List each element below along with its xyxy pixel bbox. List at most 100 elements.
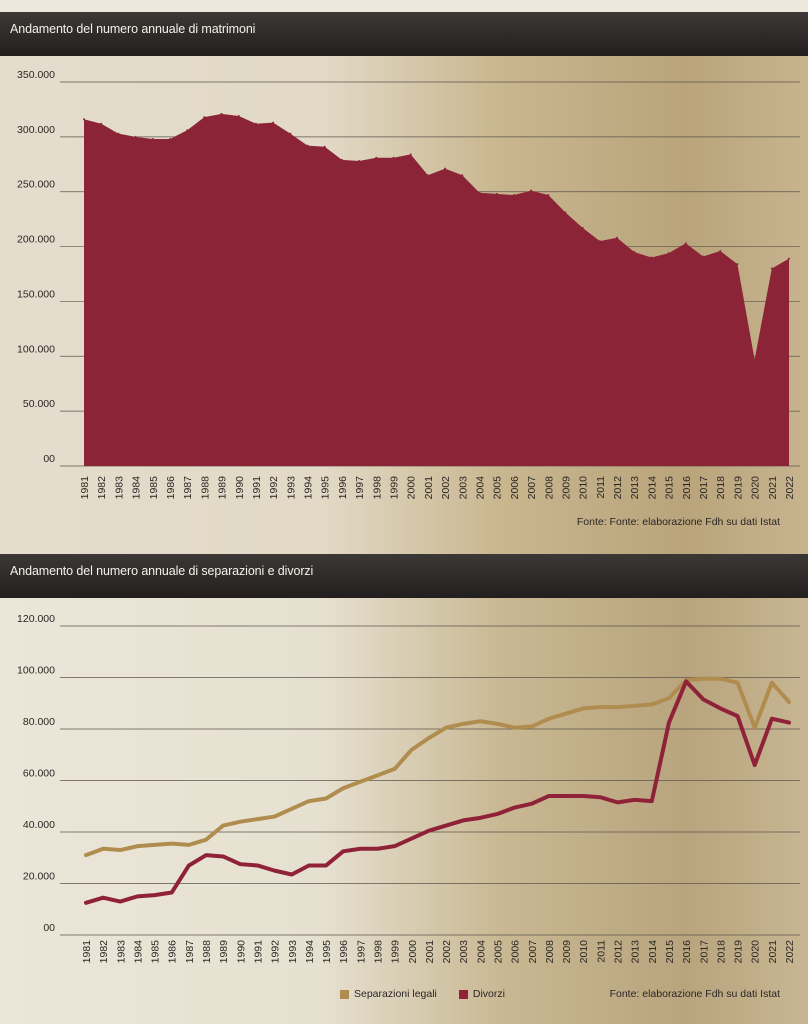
data-point (461, 722, 465, 726)
data-point (495, 192, 498, 195)
separations-chart-header: Andamento del numero annuale di separazi… (0, 554, 808, 598)
x-tick-label: 1995 (321, 940, 333, 964)
x-tick-label: 2020 (750, 940, 762, 964)
data-point (100, 122, 103, 125)
x-tick-label: 1999 (390, 940, 402, 964)
x-tick-label: 1983 (115, 940, 127, 964)
data-point (273, 815, 277, 819)
y-tick-label: 100.000 (17, 343, 55, 355)
x-tick-label: 2013 (629, 476, 641, 500)
data-point (564, 794, 568, 798)
x-tick-label: 1991 (251, 476, 263, 500)
x-tick-label: 1983 (113, 476, 125, 500)
data-point (581, 226, 584, 229)
data-point (272, 121, 275, 124)
x-tick-label: 1998 (371, 476, 383, 500)
data-point (598, 240, 601, 243)
x-tick-label: 2019 (733, 940, 745, 964)
x-tick-label: 1996 (337, 476, 349, 500)
data-point (393, 844, 397, 848)
x-tick-label: 2016 (681, 476, 693, 500)
legend-swatch-separazioni (340, 989, 349, 999)
x-tick-label: 2012 (612, 476, 624, 500)
x-tick-label: 2011 (595, 940, 607, 963)
x-tick-label: 1996 (338, 940, 350, 964)
x-tick-label: 2015 (664, 940, 676, 964)
data-point (513, 806, 517, 810)
data-point (393, 767, 397, 771)
x-tick-label: 2003 (458, 940, 470, 964)
y-tick-label: 00 (43, 922, 55, 934)
data-point (255, 817, 259, 821)
legend-swatch-divorzi (458, 989, 468, 999)
data-point (168, 138, 171, 141)
x-tick-label: 2004 (475, 940, 487, 964)
y-tick-label: 50.000 (23, 398, 55, 410)
x-tick-label: 2022 (784, 476, 796, 500)
x-tick-label: 1986 (167, 940, 179, 964)
x-tick-label: 1993 (287, 940, 299, 964)
data-point (736, 263, 739, 266)
data-point (616, 705, 620, 709)
data-point (409, 153, 412, 156)
y-tick-label: 200.000 (17, 234, 55, 246)
data-point (375, 773, 379, 777)
data-point (770, 717, 774, 721)
x-tick-label: 1985 (148, 476, 160, 500)
data-point (667, 252, 670, 255)
data-point (118, 900, 122, 904)
x-tick-label: 1994 (304, 940, 316, 964)
data-point (289, 132, 292, 135)
data-point (153, 843, 157, 847)
x-tick-label: 1991 (252, 940, 264, 964)
x-tick-label: 1992 (270, 940, 282, 964)
data-point (84, 853, 88, 857)
data-point (444, 726, 448, 730)
legend-label-separazioni: Separazioni legali (354, 988, 437, 1000)
x-tick-label: 2000 (407, 940, 419, 964)
data-point (478, 191, 481, 194)
data-point (736, 714, 740, 718)
data-point (547, 794, 551, 798)
x-tick-label: 2005 (492, 476, 504, 500)
data-point (787, 700, 791, 704)
data-point (324, 863, 328, 867)
x-tick-label: 2018 (715, 940, 727, 964)
data-point (221, 854, 225, 858)
data-point (633, 704, 637, 708)
data-point (204, 838, 208, 842)
data-point (221, 824, 225, 828)
x-tick-label: 2007 (526, 476, 538, 500)
data-point (118, 848, 122, 852)
x-tick-label: 1992 (268, 476, 280, 500)
data-point (702, 255, 705, 258)
data-point (340, 158, 343, 161)
data-point (375, 847, 379, 851)
x-tick-label: 1987 (182, 476, 194, 500)
data-point (290, 872, 294, 876)
x-tick-label: 1981 (79, 476, 91, 500)
y-tick-label: 00 (43, 453, 55, 465)
data-point (170, 842, 174, 846)
x-tick-label: 1994 (303, 476, 315, 500)
x-tick-label: 2011 (595, 476, 607, 499)
data-point (307, 863, 311, 867)
y-tick-label: 120.000 (17, 613, 55, 625)
x-tick-label: 2022 (784, 940, 796, 964)
x-tick-label: 1984 (132, 940, 144, 964)
data-point (478, 816, 482, 820)
x-tick-label: 2004 (474, 476, 486, 500)
data-point (701, 677, 705, 681)
data-point (633, 251, 636, 254)
data-point (444, 167, 447, 170)
marriages-chart-header: Andamento del numero annuale di matrimon… (0, 12, 808, 56)
data-point (410, 748, 414, 752)
data-point (427, 829, 431, 833)
data-point (254, 122, 257, 125)
data-point (341, 849, 345, 853)
data-point (478, 719, 482, 723)
data-point (186, 129, 189, 132)
data-point (375, 156, 378, 159)
data-point (616, 236, 619, 239)
data-point (512, 194, 515, 197)
